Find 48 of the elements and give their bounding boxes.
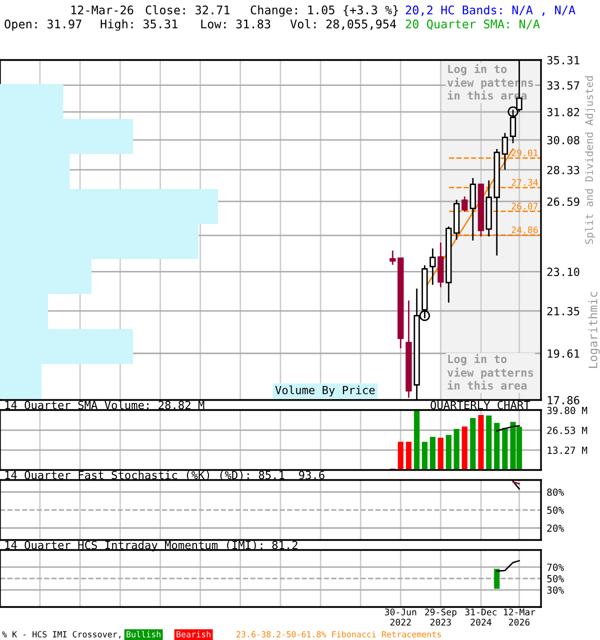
x-tick-label: 30-Jun 2022 (384, 608, 416, 626)
y-tick-label: 35.31 (547, 56, 580, 64)
text: Vol: 28,055,954 (290, 19, 396, 30)
y-tick-label: 33.57 (547, 81, 580, 90)
text: 20 Quarter SMA: N/A (406, 20, 540, 30)
text: Logarithmic (588, 292, 600, 368)
y-tick-label: 31.82 (547, 108, 580, 116)
y-axis-title: Split and Dividend Adjusted (584, 76, 596, 244)
y-tick-label: 21.35 (547, 306, 580, 316)
ref-line-label: 29.01 (512, 149, 538, 156)
y-tick-label: 70% (547, 564, 564, 571)
y-tick-label: 13.27 M (548, 446, 588, 454)
text: High: 35.31 (100, 19, 178, 31)
text: Close: 32.71 (146, 5, 230, 14)
annotation: Log in to view patterns in this area (447, 354, 534, 390)
text: Open: 31.97 (4, 20, 82, 31)
chart-title: 14 Quarter SMA Volume: 28.82 M (5, 400, 204, 411)
text: Low: 31.83 (201, 20, 270, 28)
chart-title: 14 Quarter HCS Intraday Momentum (IMI): 81.2 (5, 540, 298, 552)
y-tick-label: 20% (547, 524, 564, 532)
text: Bearish (176, 630, 210, 638)
annotation: QUARTERLY CHART (430, 400, 530, 411)
y-tick-label: 80% (547, 488, 564, 496)
x-tick-label: 31-Dec 2024 (465, 608, 497, 626)
x-tick-label: 29-Sep 2023 (425, 608, 456, 626)
y-tick-label: 50% (547, 575, 564, 582)
y-tick-label: 23.10 (547, 268, 580, 276)
y-tick-label: 17.86 (548, 396, 580, 404)
text: 20,2 HC Bands: N/A , N/A (406, 5, 576, 16)
text: Change: 1.05 {+3.3 %} (250, 5, 398, 17)
x-tick-label: 12-Mar 2026 (504, 608, 536, 626)
chart-title: 14 Quarter Fast Stochastic (%K) (%D): 85.1 93.6 (5, 470, 324, 481)
text: 23.6-38.2-50-61.8% Fibonacci Retracements (236, 630, 441, 638)
text: 12-Mar-26 (71, 6, 134, 14)
annotation: Volume By Price (275, 386, 375, 396)
y-tick-label: 39.80 M (547, 406, 588, 414)
text: Bullish (126, 630, 160, 638)
ref-line-label: 24.86 (512, 226, 538, 234)
y-tick-label: 30% (547, 586, 564, 594)
y-tick-label: 28.33 (547, 166, 580, 174)
text: % K - HCS IMI Crossover, (2, 631, 120, 638)
y-tick-label: 30.08 (547, 136, 580, 144)
y-tick-label: 19.61 (548, 349, 580, 358)
y-tick-label: 50% (547, 506, 564, 514)
ref-line-label: 26.07 (512, 202, 538, 210)
y-tick-label: 26.53 M (547, 426, 588, 434)
y-tick-label: 26.59 (547, 197, 580, 206)
ref-line-label: 27.34 (512, 179, 538, 186)
